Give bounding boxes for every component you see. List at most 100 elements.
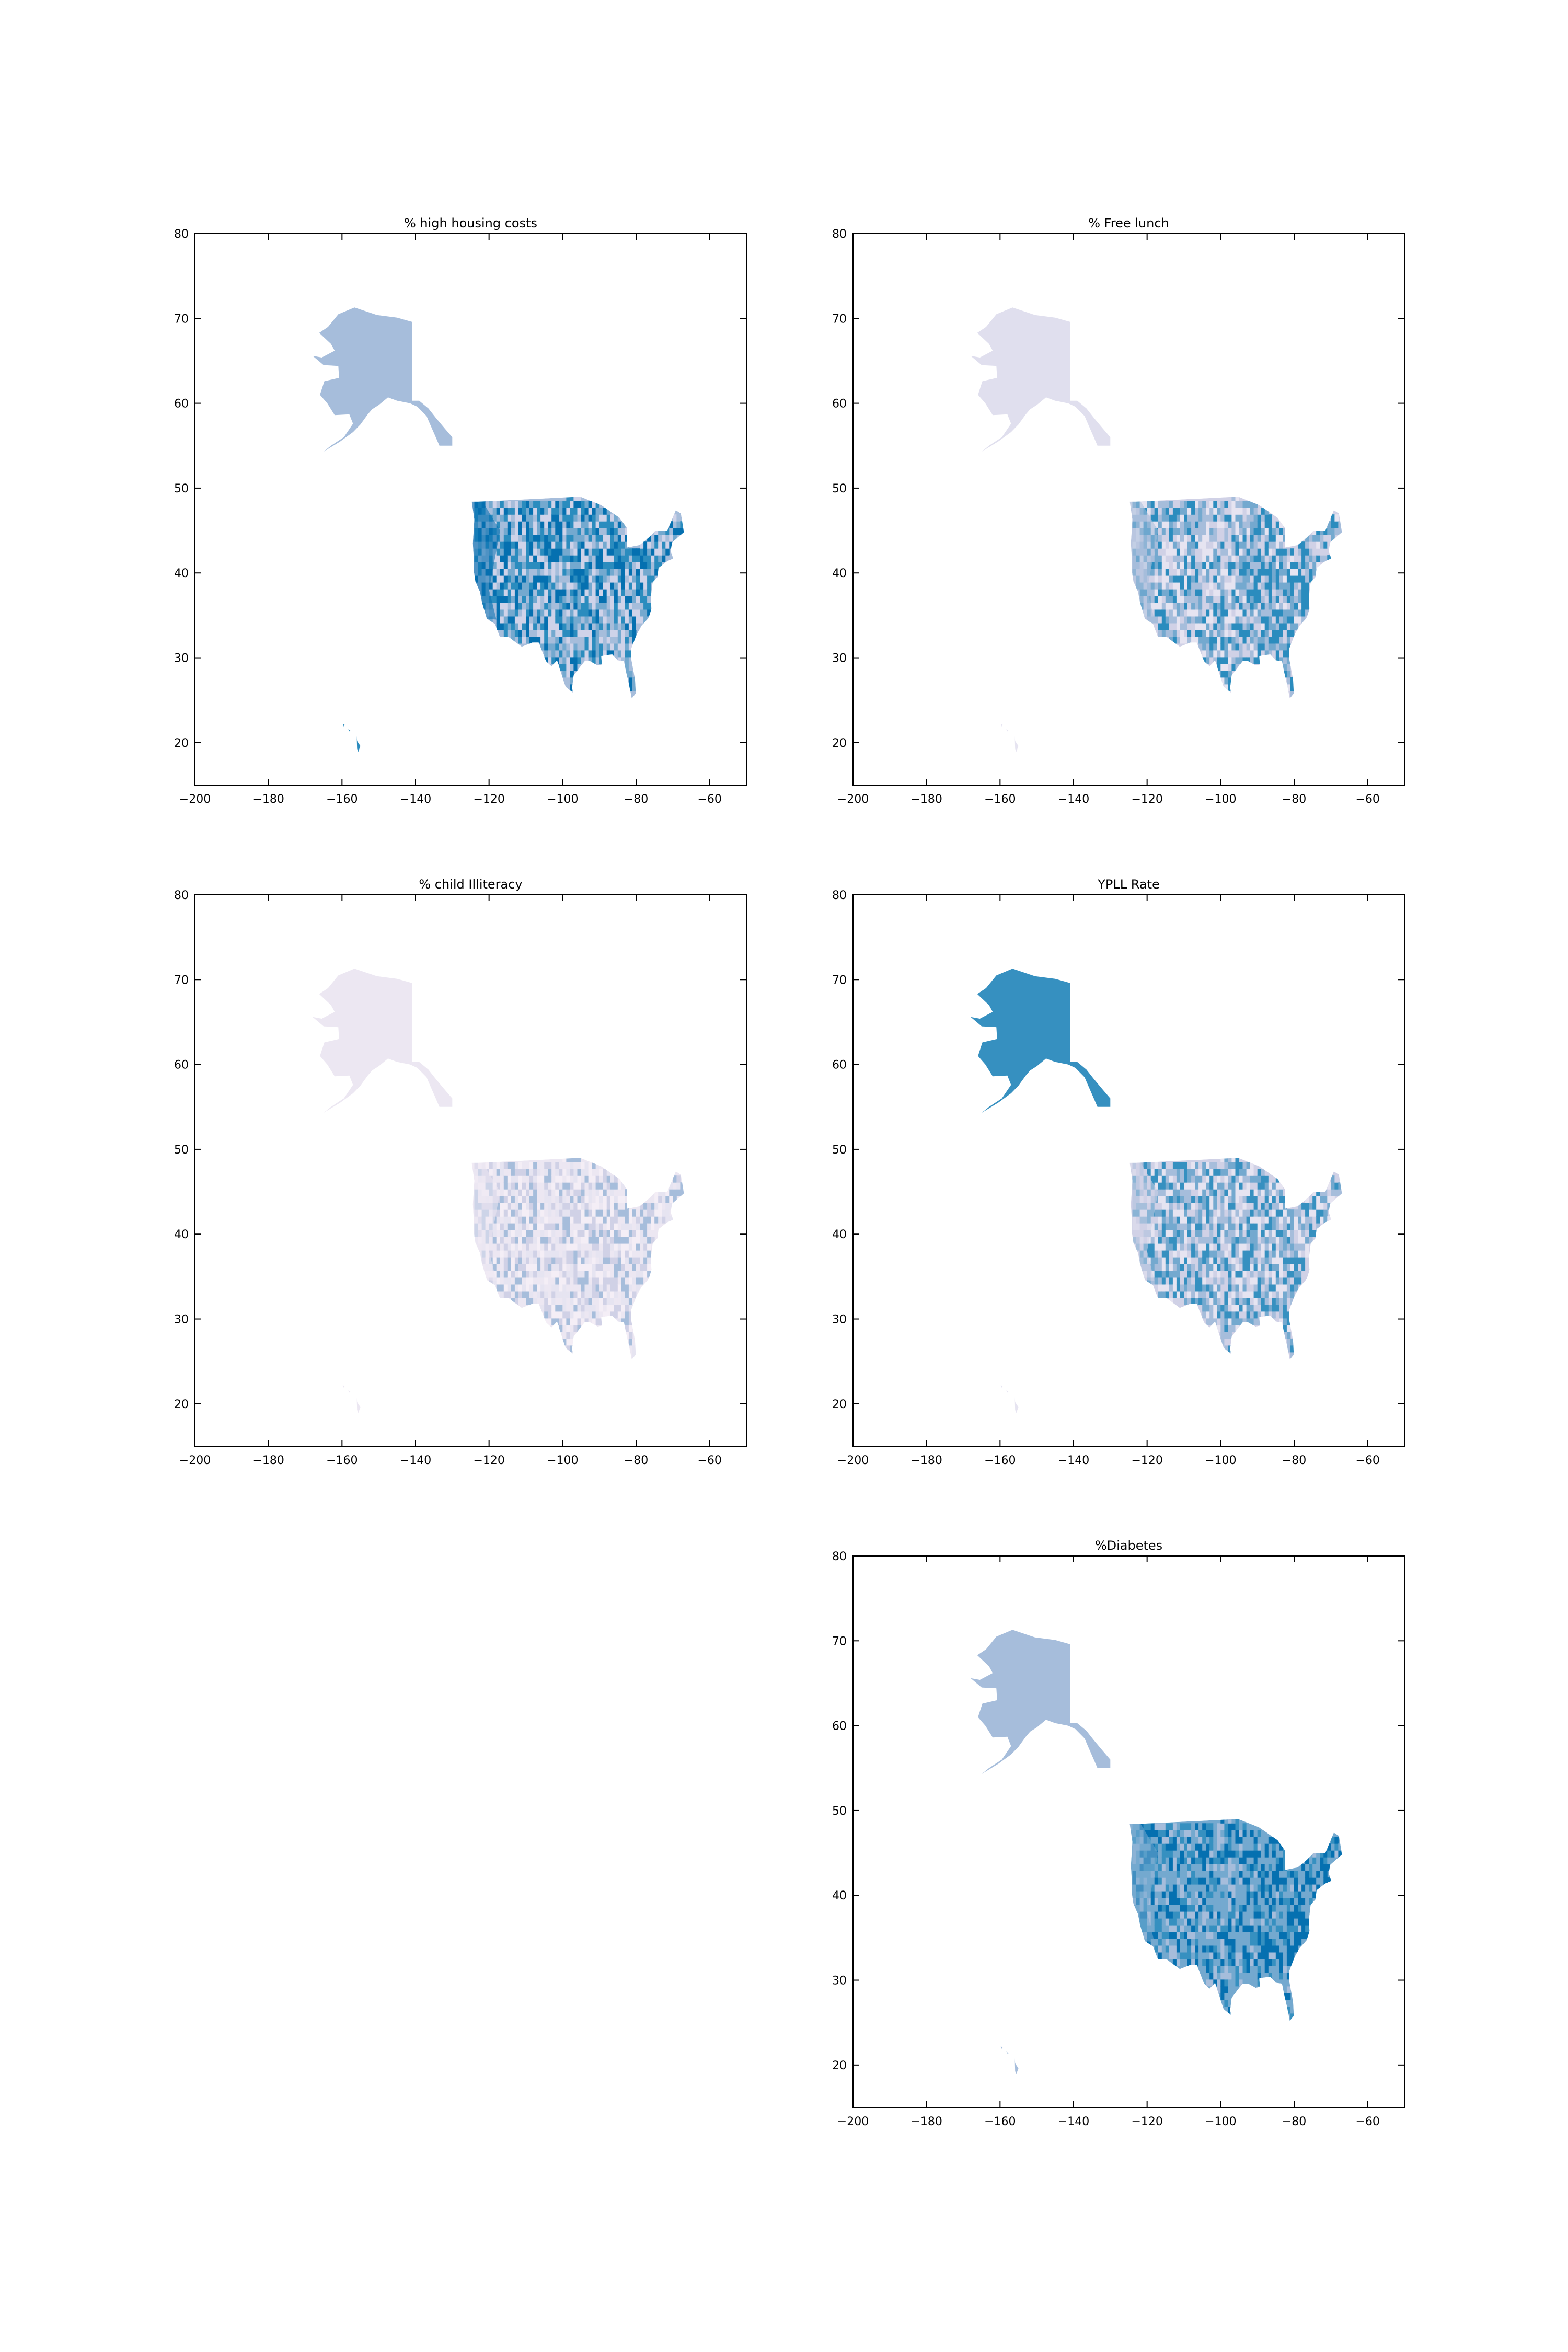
county-cell <box>1283 650 1287 658</box>
county-cell <box>1253 1257 1258 1264</box>
county-cell <box>588 1250 593 1258</box>
county-cell <box>1180 616 1184 624</box>
county-cell <box>522 1223 526 1230</box>
county-cell <box>522 575 526 583</box>
county-cell <box>1250 521 1254 528</box>
county-cell <box>1165 1837 1170 1844</box>
county-cell <box>1184 1250 1188 1258</box>
county-cell <box>507 575 512 583</box>
county-cell <box>1209 501 1214 508</box>
county-cell <box>669 1203 673 1210</box>
county-cell <box>621 603 626 610</box>
county-cell <box>548 1277 552 1285</box>
county-cell <box>500 1175 504 1183</box>
county-cell <box>1158 541 1162 549</box>
county-cell <box>507 609 512 617</box>
county-cell <box>522 1196 526 1203</box>
county-cell <box>518 637 523 644</box>
county-cell <box>1283 535 1287 542</box>
county-cell <box>1209 1939 1214 1946</box>
county-cell <box>1158 1911 1162 1919</box>
county-cell <box>1286 670 1291 678</box>
county-cell <box>1250 589 1254 596</box>
county-cell <box>588 569 593 576</box>
county-cell <box>1228 1324 1232 1332</box>
county-cell <box>562 589 567 596</box>
county-cell <box>1224 656 1228 664</box>
county-cell <box>1264 1196 1269 1203</box>
county-cell <box>500 508 504 515</box>
county-cell <box>511 1291 515 1298</box>
county-cell <box>1220 656 1225 664</box>
county-cell <box>489 582 493 590</box>
county-cell <box>500 1250 504 1258</box>
county-cell <box>544 541 548 549</box>
county-cell <box>621 1230 626 1237</box>
county-cell <box>1217 1871 1221 1878</box>
county-cell <box>1172 1271 1177 1278</box>
county-cell <box>1191 630 1195 637</box>
county-cell <box>588 501 593 508</box>
county-cell <box>570 1162 574 1169</box>
county-cell <box>544 1175 548 1183</box>
county-cell <box>1150 589 1155 596</box>
county-cell <box>518 1250 523 1258</box>
county-cell <box>1187 630 1192 637</box>
county-cell <box>1239 1223 1243 1230</box>
county-cell <box>581 1230 585 1237</box>
county-cell <box>592 548 596 556</box>
county-cell <box>1169 1898 1173 1905</box>
county-cell <box>614 541 618 549</box>
county-cell <box>1309 1216 1313 1224</box>
county-cell <box>1158 1277 1162 1285</box>
county-cell <box>676 528 681 535</box>
county-cell <box>625 630 629 637</box>
county-cell <box>577 609 581 617</box>
county-cell <box>1264 514 1269 522</box>
county-cell <box>1228 1939 1232 1946</box>
county-cell <box>1224 1819 1228 1824</box>
county-cell <box>496 603 501 610</box>
county-cell <box>1275 535 1280 542</box>
county-cell <box>544 630 548 637</box>
county-cell <box>1217 1898 1221 1905</box>
county-cell <box>647 555 651 562</box>
county-cell <box>514 623 519 630</box>
county-cell <box>1184 555 1188 562</box>
county-cell <box>526 528 530 535</box>
county-cell <box>1242 1230 1247 1237</box>
county-cell <box>503 1162 508 1169</box>
x-tick-label: −200 <box>179 1454 211 1467</box>
county-cell <box>1253 1216 1258 1224</box>
county-cell <box>1209 1884 1214 1892</box>
county-cell <box>606 643 611 651</box>
county-cell <box>514 501 519 508</box>
county-cell <box>1261 1311 1265 1319</box>
county-cell <box>1224 535 1228 542</box>
county-cell <box>1290 1237 1295 1244</box>
county-cell <box>1154 1898 1159 1905</box>
county-cell <box>500 575 504 583</box>
county-cell <box>1161 1877 1166 1885</box>
county-cell <box>573 514 578 522</box>
county-cell <box>603 1250 607 1258</box>
county-cell <box>518 582 523 590</box>
county-cell <box>1242 514 1247 522</box>
y-tick-label: 50 <box>832 482 847 495</box>
county-cell <box>1172 1877 1177 1885</box>
county-cell <box>540 541 545 549</box>
county-cell <box>599 1196 604 1203</box>
county-cell <box>1272 1264 1276 1271</box>
county-cell <box>1224 555 1228 562</box>
county-cell <box>1206 1891 1210 1898</box>
county-cell <box>1165 1939 1170 1946</box>
county-cell <box>1290 569 1295 576</box>
county-cell <box>1272 575 1276 583</box>
county-cell <box>573 596 578 603</box>
county-cell <box>514 1203 519 1210</box>
county-cell <box>1309 1237 1313 1244</box>
county-cell <box>1312 1209 1317 1217</box>
county-cell <box>540 582 545 590</box>
county-cell <box>1202 1864 1206 1871</box>
county-cell <box>603 1304 607 1312</box>
